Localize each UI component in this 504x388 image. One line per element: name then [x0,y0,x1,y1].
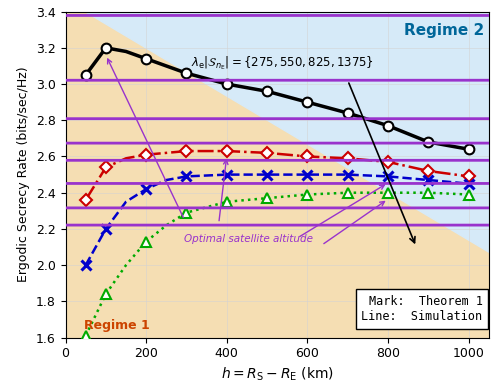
Y-axis label: Ergodic Secrecy Rate (bits/sec/Hz): Ergodic Secrecy Rate (bits/sec/Hz) [17,67,30,282]
Text: Mark:  Theorem 1
Line:  Simulation: Mark: Theorem 1 Line: Simulation [361,295,482,323]
Text: Optimal satellite altitude: Optimal satellite altitude [184,234,313,244]
Text: $\lambda_{\mathrm{e}}|\mathcal{S}_{n_{\mathrm{E}}}| = \{275, 550, 825, 1375\}$: $\lambda_{\mathrm{e}}|\mathcal{S}_{n_{\m… [191,54,373,71]
Polygon shape [86,12,489,253]
X-axis label: $h = R_{\mathrm{S}} - R_{\mathrm{E}}$ (km): $h = R_{\mathrm{S}} - R_{\mathrm{E}}$ (k… [221,366,334,383]
Text: Regime 2: Regime 2 [404,23,484,38]
Text: Regime 1: Regime 1 [84,319,149,331]
